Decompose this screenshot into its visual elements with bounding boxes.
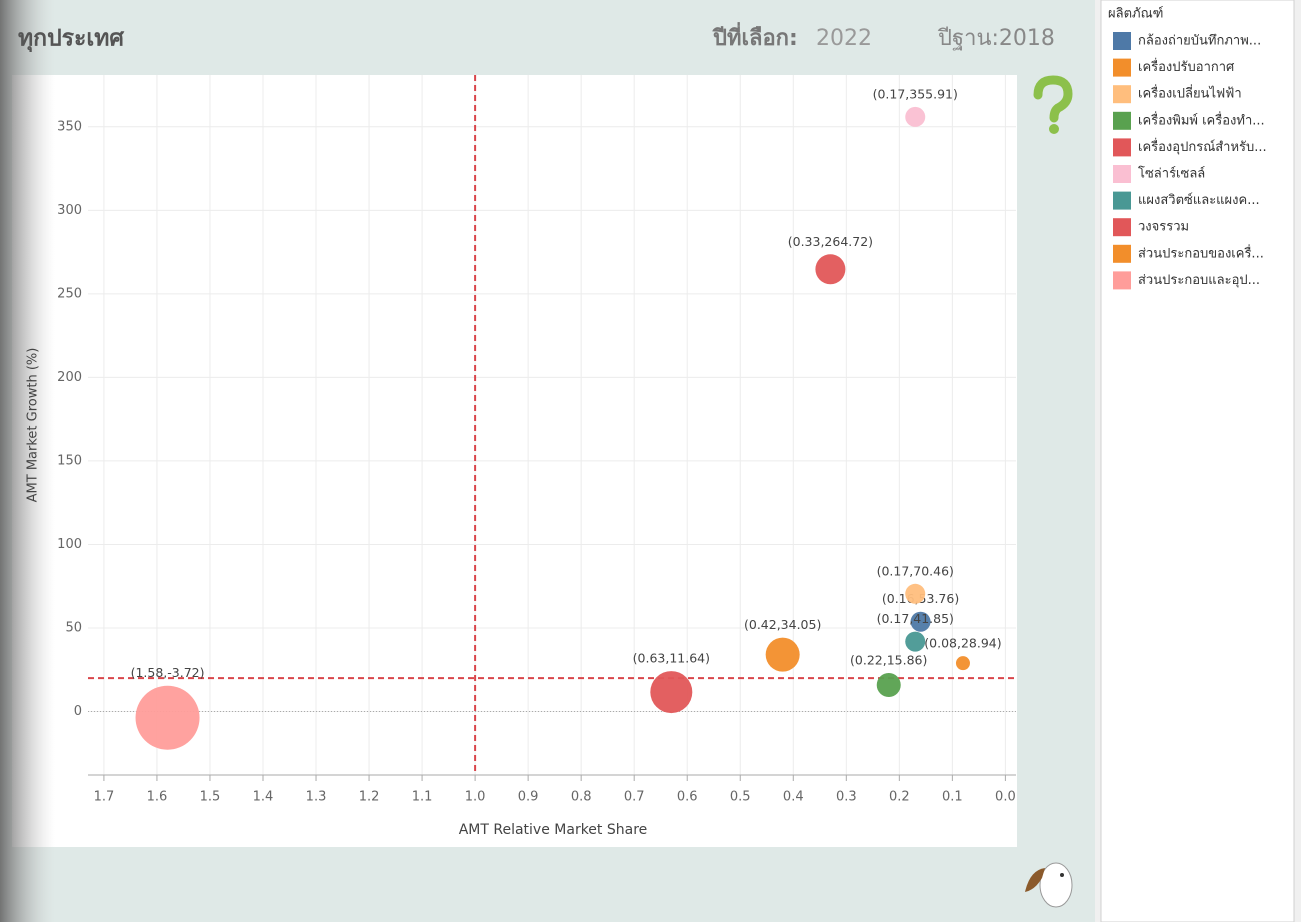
bubble [956, 656, 970, 670]
bubble [136, 686, 200, 750]
x-tick-label: 0.0 [995, 790, 1016, 805]
x-tick-label: 0.8 [571, 790, 592, 805]
data-label: (0.08,28.94) [924, 636, 1001, 651]
x-tick-label: 1.7 [94, 790, 115, 805]
data-label: (0.17,355.91) [873, 86, 958, 101]
page: {"header": {"title": "ทุกประเทศ", "selec… [0, 0, 1301, 922]
x-tick-label: 0.6 [677, 790, 698, 805]
legend-swatch [1113, 165, 1131, 183]
x-tick-label: 0.5 [730, 790, 751, 805]
data-label: (0.17,70.46) [877, 563, 954, 578]
legend-title: ผลิตภัณฑ์ [1108, 6, 1163, 22]
legend-label: แผงสวิตซ์และแผงค... [1138, 192, 1260, 208]
help-dot [1049, 124, 1059, 134]
y-tick-label: 0 [74, 704, 82, 719]
bubble [905, 584, 925, 604]
y-tick-label: 250 [57, 286, 82, 301]
y-tick-label: 300 [57, 203, 82, 218]
bubble [877, 673, 901, 697]
y-tick-label: 50 [65, 620, 82, 635]
legend-label: เครื่องอุปกรณ์สำหรับ... [1138, 138, 1267, 155]
page-title: ทุกประเทศ [18, 26, 124, 53]
legend-label: กล้องถ่ายบันทึกภาพ... [1138, 34, 1261, 49]
data-label: (0.63,11.64) [633, 651, 710, 666]
bubble [815, 254, 845, 284]
x-tick-label: 1.0 [465, 790, 486, 805]
bubble [766, 638, 800, 672]
data-label: (1.58,-3.72) [131, 665, 205, 680]
x-axis-title: AMT Relative Market Share [459, 822, 648, 838]
legend-swatch [1113, 218, 1131, 236]
selected-year-label: ปีที่เลือก: [712, 21, 798, 51]
bubble [905, 107, 925, 127]
legend-label: เครื่องพิมพ์ เครื่องทำ... [1138, 111, 1265, 128]
y-axis-title: AMT Market Growth (%) [26, 348, 41, 503]
x-tick-label: 1.5 [200, 790, 221, 805]
legend-swatch [1113, 85, 1131, 103]
y-tick-label: 200 [57, 370, 82, 385]
bubble [650, 671, 692, 713]
legend-panel [1101, 0, 1294, 922]
x-tick-label: 1.1 [412, 790, 433, 805]
legend-swatch [1113, 192, 1131, 210]
legend-swatch [1113, 112, 1131, 130]
x-tick-label: 1.6 [147, 790, 168, 805]
y-tick-label: 350 [57, 119, 82, 134]
y-tick-label: 150 [57, 453, 82, 468]
bubble [905, 632, 925, 652]
x-tick-label: 1.2 [359, 790, 380, 805]
y-tick-label: 100 [57, 537, 82, 552]
legend-swatch [1113, 245, 1131, 263]
data-label: (0.22,15.86) [850, 653, 927, 668]
x-tick-label: 0.2 [889, 790, 910, 805]
legend-label: ส่วนประกอบและอุป... [1138, 273, 1260, 288]
legend-swatch [1113, 138, 1131, 156]
x-tick-label: 0.7 [624, 790, 645, 805]
x-tick-label: 0.9 [518, 790, 539, 805]
mascot-eye [1060, 873, 1064, 877]
x-tick-label: 0.1 [942, 790, 963, 805]
data-label: (0.17,41.85) [877, 611, 954, 626]
legend-label: เครื่องปรับอากาศ [1138, 58, 1235, 75]
legend-swatch [1113, 271, 1131, 289]
x-tick-label: 0.3 [836, 790, 857, 805]
selected-year: 2022 [816, 26, 872, 51]
x-tick-label: 1.4 [253, 790, 274, 805]
legend-label: เครื่องเปลี่ยนไฟฟ้า [1138, 85, 1242, 102]
data-label: (0.42,34.05) [744, 617, 821, 632]
legend-swatch [1113, 59, 1131, 77]
legend-label: วงจรรวม [1138, 220, 1189, 235]
dashboard: ทุกประเทศ ปีที่เลือก: 2022 ปีฐาน:2018 AM… [0, 0, 1301, 922]
mascot-body [1040, 863, 1072, 907]
base-year: ปีฐาน:2018 [937, 26, 1055, 51]
legend-swatch [1113, 32, 1131, 50]
x-tick-label: 1.3 [306, 790, 327, 805]
x-tick-label: 0.4 [783, 790, 804, 805]
legend-label: ส่วนประกอบของเครื่... [1138, 244, 1264, 261]
legend-label: โซล่าร์เซลล์ [1138, 166, 1205, 182]
data-label: (0.33,264.72) [788, 234, 873, 249]
